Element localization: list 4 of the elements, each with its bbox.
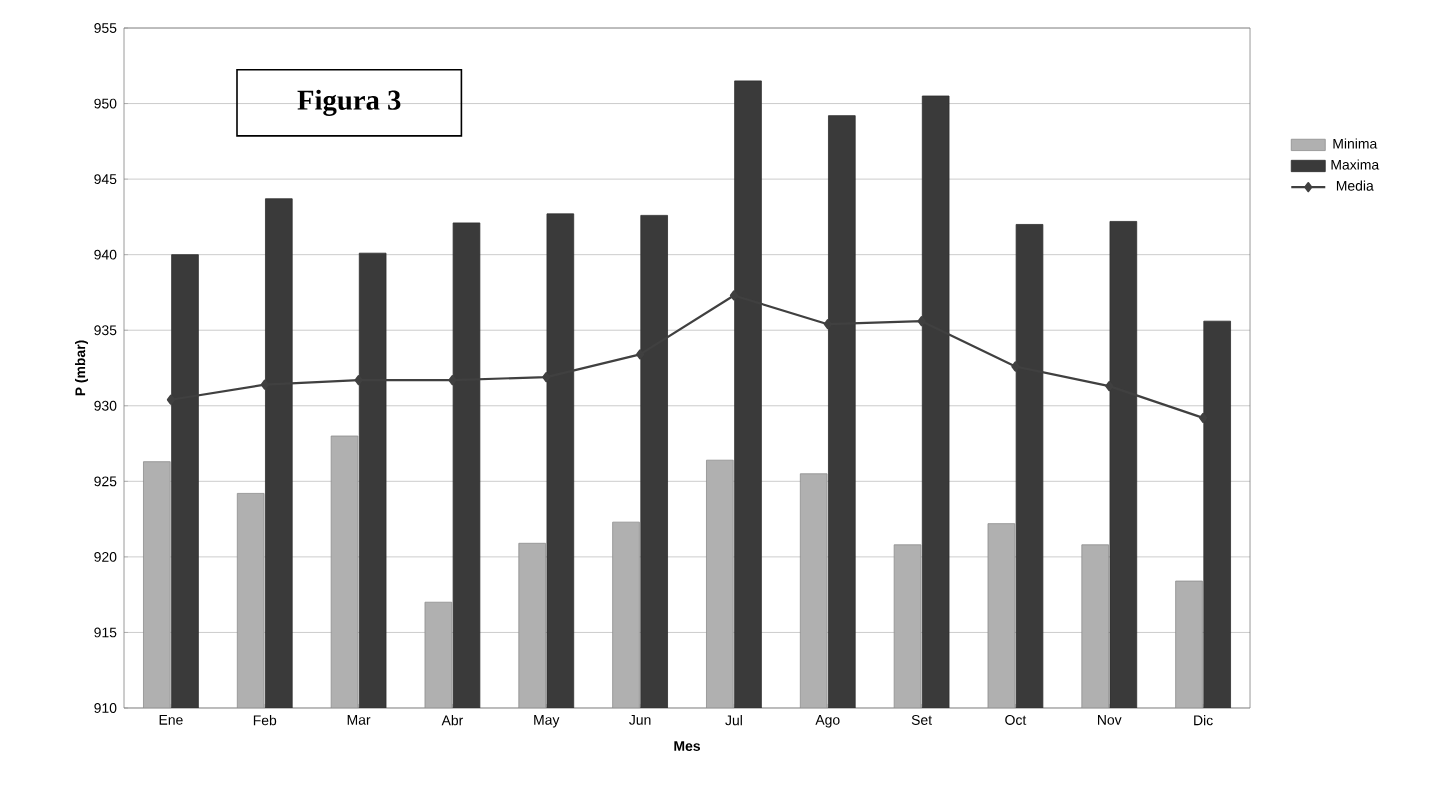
point [917, 316, 926, 327]
point [636, 349, 645, 360]
text: Figura 3 [297, 89, 401, 116]
point [1199, 412, 1208, 423]
